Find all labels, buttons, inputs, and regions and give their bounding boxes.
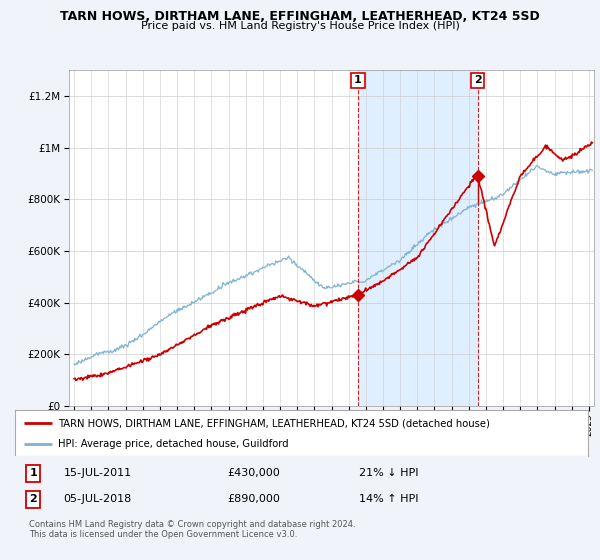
Text: £430,000: £430,000 [227,469,280,478]
Text: 14% ↑ HPI: 14% ↑ HPI [359,494,418,505]
Text: £890,000: £890,000 [227,494,280,505]
Text: 2: 2 [29,494,37,505]
Text: 2: 2 [473,76,481,85]
Text: 1: 1 [29,469,37,478]
Text: 05-JUL-2018: 05-JUL-2018 [64,494,132,505]
Text: HPI: Average price, detached house, Guildford: HPI: Average price, detached house, Guil… [58,438,289,449]
Text: TARN HOWS, DIRTHAM LANE, EFFINGHAM, LEATHERHEAD, KT24 5SD (detached house): TARN HOWS, DIRTHAM LANE, EFFINGHAM, LEAT… [58,418,490,428]
Text: 21% ↓ HPI: 21% ↓ HPI [359,469,418,478]
Bar [358,70,478,406]
Text: 15-JUL-2011: 15-JUL-2011 [64,469,132,478]
Text: TARN HOWS, DIRTHAM LANE, EFFINGHAM, LEATHERHEAD, KT24 5SD: TARN HOWS, DIRTHAM LANE, EFFINGHAM, LEAT… [60,10,540,23]
Text: 1: 1 [354,76,362,85]
Text: Price paid vs. HM Land Registry's House Price Index (HPI): Price paid vs. HM Land Registry's House … [140,21,460,31]
Text: Contains HM Land Registry data © Crown copyright and database right 2024.
This d: Contains HM Land Registry data © Crown c… [29,520,356,539]
